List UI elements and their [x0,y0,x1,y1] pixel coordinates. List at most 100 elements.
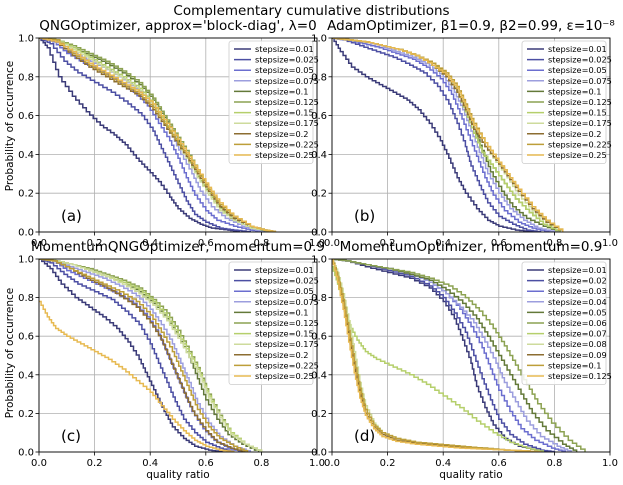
panel-c-xtick-label: 0.4 [142,458,158,469]
series-line-c-7 [39,259,263,452]
panel-a-ytick-label: 0.8 [18,72,34,83]
panel-a-legend: stepsize=0.01stepsize=0.025stepsize=0.05… [228,40,319,164]
panel-c-ytick-label: 0.4 [18,370,34,381]
panel-d-ytick-label: 0.6 [311,332,327,343]
legend-label-c-2: stepsize=0.05 [255,286,314,296]
legend-label-c-1: stepsize=0.025 [255,276,319,286]
legend-label-b-7: stepsize=0.175 [548,118,612,128]
legend-label-b-2: stepsize=0.05 [548,65,607,75]
legend-label-a-7: stepsize=0.175 [255,118,319,128]
panel-c-title: MomentumQNGOptimizer, momentum=0.9 [31,239,325,255]
legend-label-b-9: stepsize=0.225 [548,139,612,149]
panel-d-ytick-label: 0.4 [311,370,327,381]
legend-label-c-5: stepsize=0.125 [255,318,319,328]
panel-d-legend: stepsize=0.01stepsize=0.02stepsize=0.03s… [521,261,612,385]
legend-label-b-8: stepsize=0.2 [548,129,601,139]
panel-b-xtick-label: 0.2 [380,238,396,249]
panel-d-ytick-label: 0.8 [311,293,327,304]
panel-c-ytick-label: 1.0 [18,255,34,266]
panel-d-xtick-label: 0.8 [546,458,562,469]
legend-label-c-0: stepsize=0.01 [255,265,314,275]
legend-label-d-5: stepsize=0.06 [548,318,607,328]
legend-label-d-7: stepsize=0.08 [548,339,607,349]
panel-b-legend: stepsize=0.01stepsize=0.025stepsize=0.05… [521,40,612,164]
panel-a-label: (a) [61,207,82,225]
panels: 0.0 0.2 0.4 0.6 0.8 1.00.00.20.40.60.81.0QNGO… [18,18,618,469]
panel-a-ytick-label: 0.2 [18,189,34,200]
panel-a-title: QNGOptimizer, approx='block-diag', λ=0 [39,18,316,34]
legend-label-a-1: stepsize=0.025 [255,55,319,65]
panel-a-ytick-label: 1.0 [18,34,34,45]
panel-c-xtick-label: 0.6 [198,458,214,469]
legend-label-a-3: stepsize=0.075 [255,76,319,86]
xlabel-c: quality ratio [146,469,209,481]
panel-d-ytick-label: 0.0 [311,448,327,459]
legend-label-c-7: stepsize=0.175 [255,339,319,349]
panel-a-legend-box [228,40,314,164]
series-line-d-10 [332,259,542,452]
panel-b-ytick-label: 0.0 [311,228,327,239]
panel-c-xtick-label: 1.0 [309,458,325,469]
legend-label-c-6: stepsize=0.15 [255,329,314,339]
series-line-c-0 [39,259,224,452]
legend-label-d-4: stepsize=0.05 [548,307,607,317]
panel-a-xtick-label: 1.0 [309,238,325,249]
panel-a-xtick-label: 0.6 [198,238,214,249]
legend-label-c-10: stepsize=0.25 [255,371,314,381]
legend-label-c-8: stepsize=0.2 [255,350,308,360]
panel-a-ytick-label: 0.0 [18,228,34,239]
legend-label-c-9: stepsize=0.225 [255,360,319,370]
panel-b-ytick-label: 0.8 [311,72,327,83]
panel-b-title: AdamOptimizer, β1=0.9, β2=0.99, ε=10⁻⁸ [327,18,615,34]
panel-a: 0.0 0.2 0.4 0.6 0.8 1.00.00.20.40.60.81.0QNGO… [18,18,325,249]
legend-label-a-8: stepsize=0.2 [255,129,308,139]
panel-d-label: (d) [354,427,375,445]
panel-c-xtick-label: 0.0 [31,458,47,469]
panel-b-xtick-label: 0.8 [546,238,562,249]
series-line-d-5 [332,259,586,452]
legend-label-b-5: stepsize=0.125 [548,97,612,107]
legend-label-b-6: stepsize=0.15 [548,108,607,118]
legend-label-a-5: stepsize=0.125 [255,97,319,107]
series-line-c-9 [39,259,249,452]
panel-c-legend: stepsize=0.01stepsize=0.025stepsize=0.05… [228,261,319,385]
panel-d-xtick-label: 0.0 [324,458,340,469]
panel-c-ytick-label: 0.2 [18,409,34,420]
panel-c: 0.0 0.2 0.4 0.6 0.8 1.00.00.20.40.60.81.0Mome… [18,239,325,469]
series-line-c-1 [39,259,235,452]
panel-d-xtick-label: 0.2 [380,458,396,469]
panel-b-series-group [332,38,564,232]
panel-d-ytick-label: 0.2 [311,409,327,420]
legend-label-d-10: stepsize=0.125 [548,371,612,381]
panel-d-title: MomentumOptimizer, momentum=0.9 [340,239,603,255]
legend-label-d-1: stepsize=0.02 [548,276,607,286]
panel-b-label: (b) [354,207,375,225]
series-line-b-2 [332,38,550,232]
suptitle: Complementary cumulative distributions [173,3,449,19]
panel-c-ytick-label: 0.6 [18,332,34,343]
legend-label-d-3: stepsize=0.04 [548,297,607,307]
panel-d-xtick-label: 0.6 [491,458,507,469]
panel-d-frame [331,258,611,453]
panel-c-frame [38,258,318,453]
panel-c-series-group [39,259,263,452]
panel-d-series-group [332,259,586,452]
panel-d-legend-box [521,261,607,385]
panel-a-frame [38,37,318,233]
series-line-a-0 [39,38,240,232]
panel-c-legend-box [228,261,314,385]
legend-label-b-1: stepsize=0.025 [548,55,612,65]
panel-d-xtick-label: 0.4 [435,458,451,469]
legend-label-b-4: stepsize=0.1 [548,86,601,96]
panel-c-label: (c) [61,427,81,445]
legend-label-b-3: stepsize=0.075 [548,76,612,86]
panel-d: 0.0 0.2 0.4 0.6 0.8 1.00.00.20.40.60.81.0Mome… [311,239,618,469]
panel-b-ytick-label: 0.2 [311,189,327,200]
series-line-b-0 [332,38,533,232]
series-line-c-10 [39,300,235,452]
legend-label-a-4: stepsize=0.1 [255,86,308,96]
panel-b-xtick-label: 1.0 [602,238,618,249]
ylabel-c: Probability of occurrence [4,288,16,419]
xlabel-d: quality ratio [439,469,502,481]
